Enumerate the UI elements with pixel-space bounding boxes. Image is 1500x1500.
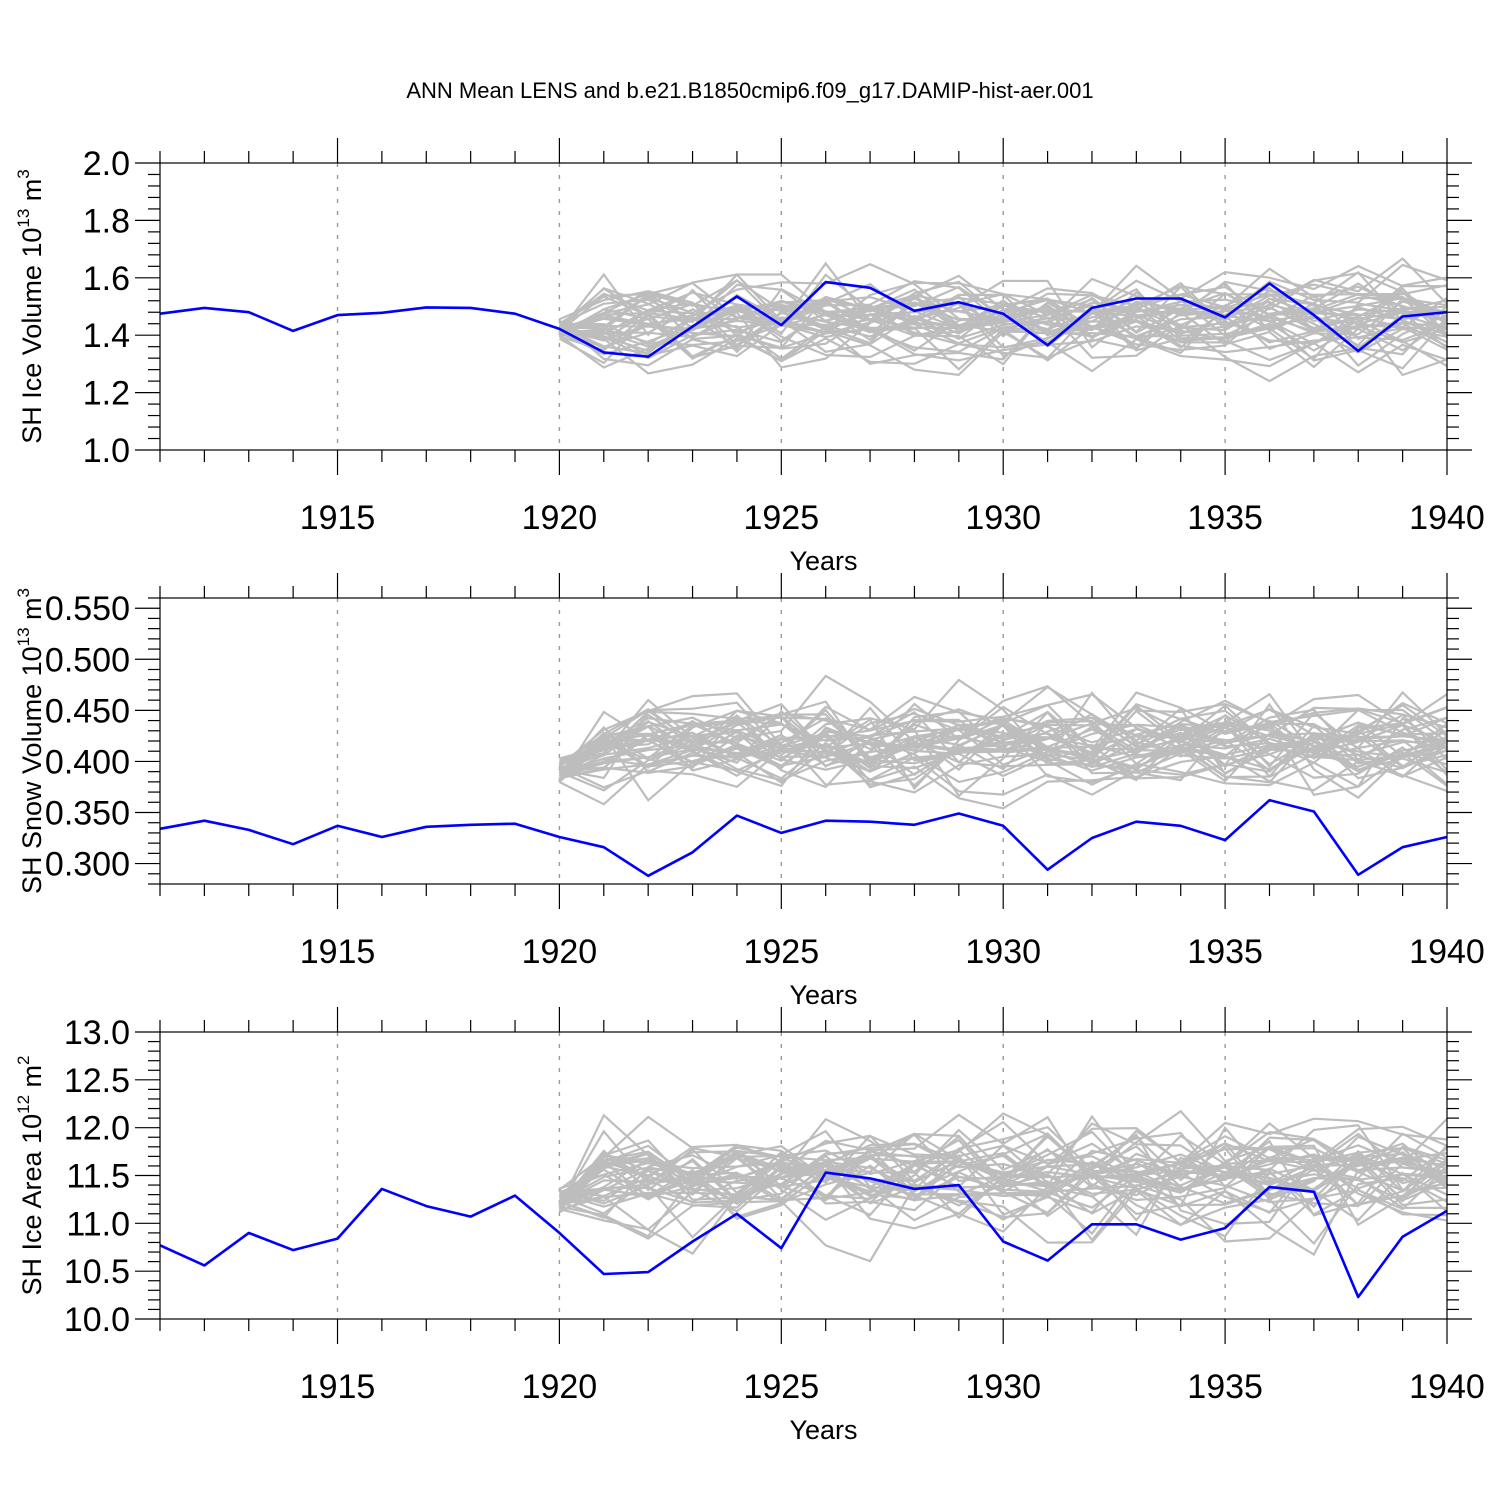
y-axis-label-superscript: 2 — [14, 1056, 33, 1065]
y-tick-label: 11.5 — [66, 1158, 130, 1196]
x-tick-label: 1940 — [1409, 499, 1485, 537]
ensemble-member-line — [559, 1135, 1448, 1211]
panels: 1.0 1.2 1.4 1.6 1.8 2.0 1915 1920 1925 1930 1935 19… — [14, 138, 1485, 1445]
x-axis-label: Years — [789, 1415, 857, 1445]
y-axis-label-superscript: 12 — [14, 1095, 33, 1114]
ensemble-member-line — [558, 282, 1448, 365]
y-tick-label: 1.2 — [83, 375, 130, 413]
ensemble-member-line — [559, 1164, 1448, 1257]
y-tick-label: 0.350 — [45, 795, 130, 833]
y-axis-label-superscript: 13 — [14, 209, 33, 228]
y-axis-label-part: SH Ice Volume 10 — [17, 228, 47, 444]
y-tick-label: 1.4 — [83, 317, 130, 355]
panel-bottom: 10.0 10.5 11.0 11.5 12.0 12.5 13.0 1915 1920 1925… — [14, 1007, 1485, 1445]
series-line-bottom — [159, 1171, 1448, 1299]
x-tick-label: 1940 — [1409, 1368, 1485, 1406]
ensemble-member-line — [558, 310, 1448, 369]
series-line-top — [159, 280, 1448, 359]
y-tick-label: 1.0 — [83, 432, 130, 470]
x-tick-label: 1915 — [300, 499, 376, 537]
x-tick-label: 1930 — [965, 1368, 1041, 1406]
y-tick-label: 1.6 — [83, 260, 130, 298]
ensemble-member-line — [558, 733, 1448, 810]
ensemble-member-line — [559, 1144, 1448, 1215]
y-tick-label: 1.8 — [83, 202, 130, 240]
ensemble-member-line — [558, 1113, 1448, 1202]
ensemble-member-line — [559, 713, 1448, 780]
ensemble-member-line — [558, 1118, 1448, 1208]
y-axis-label-superscript: 3 — [14, 588, 33, 597]
ensemble-member-line — [559, 293, 1448, 354]
axis-ticks — [135, 138, 1472, 475]
y-tick-label: 11.0 — [66, 1205, 130, 1243]
x-tick-label: 1920 — [522, 1368, 598, 1406]
y-axis-label-part: SH Ice Area 10 — [17, 1114, 47, 1296]
x-tick-label: 1915 — [300, 933, 376, 971]
y-tick-label: 0.500 — [45, 641, 130, 679]
ensemble-member-line — [559, 1130, 1448, 1198]
y-axis-label-part: m — [17, 597, 47, 627]
x-tick-label: 1915 — [300, 1368, 376, 1406]
x-tick-label: 1935 — [1187, 499, 1263, 537]
x-tick-label: 1925 — [743, 1368, 819, 1406]
ensemble-member-line — [558, 1120, 1448, 1214]
x-tick-label: 1925 — [743, 499, 819, 537]
y-axis-label-part: m — [17, 179, 47, 209]
y-tick-label: 12.5 — [64, 1062, 130, 1100]
y-tick-label: 13.0 — [64, 1014, 130, 1052]
y-tick-label: 10.5 — [64, 1253, 130, 1291]
y-axis-label: SH Snow Volume 1013 m3 — [14, 588, 47, 894]
x-tick-label: 1925 — [743, 933, 819, 971]
ensemble-member-line — [558, 724, 1448, 796]
ensemble-member-line — [558, 296, 1448, 371]
ensemble-member-line — [558, 1117, 1448, 1206]
x-axis-label: Years — [789, 980, 857, 1010]
ensemble-member-line — [559, 1176, 1448, 1263]
y-axis-label-superscript: 3 — [14, 169, 33, 178]
series-line-middle — [159, 798, 1448, 878]
y-tick-label: 0.400 — [45, 743, 130, 781]
y-tick-label: 12.0 — [64, 1110, 130, 1148]
x-tick-label: 1920 — [522, 933, 598, 971]
x-tick-label: 1935 — [1187, 1368, 1263, 1406]
x-tick-label: 1935 — [1187, 933, 1263, 971]
axis-ticks — [135, 1007, 1472, 1344]
ensemble-member-line — [559, 294, 1448, 369]
y-tick-label: 0.450 — [45, 692, 130, 730]
ensemble-member-line — [558, 709, 1448, 778]
ensemble-member-line — [558, 702, 1448, 792]
y-axis-label-superscript: 13 — [14, 627, 33, 646]
x-tick-label: 1920 — [522, 499, 598, 537]
ensemble-member-line — [558, 1143, 1448, 1222]
y-tick-label: 0.550 — [45, 590, 130, 628]
y-tick-label: 2.0 — [83, 145, 130, 183]
ensemble-lines — [558, 674, 1448, 810]
ensemble-member-line — [558, 678, 1448, 781]
panel-top: 1.0 1.2 1.4 1.6 1.8 2.0 1915 1920 1925 1930 1935 19… — [14, 138, 1485, 576]
plot-frame — [159, 162, 1448, 451]
y-axis-label: SH Ice Area 1012 m2 — [14, 1056, 47, 1296]
x-tick-label: 1930 — [965, 499, 1041, 537]
ensemble-member-line — [558, 1109, 1448, 1199]
ensemble-lines — [558, 257, 1448, 383]
y-axis-label-part: SH Snow Volume 10 — [17, 646, 47, 894]
figure-title: ANN Mean LENS and b.e21.B1850cmip6.f09_g… — [406, 78, 1093, 103]
y-tick-label: 0.300 — [45, 846, 130, 884]
x-axis-label: Years — [789, 546, 857, 576]
ensemble-lines — [558, 1109, 1448, 1263]
ensemble-member-line — [558, 685, 1448, 774]
ensemble-member-line — [559, 702, 1448, 780]
y-axis-label: SH Ice Volume 1013 m3 — [14, 169, 47, 444]
axis-ticks — [135, 573, 1472, 909]
x-tick-label: 1940 — [1409, 933, 1485, 971]
ensemble-member-line — [559, 1144, 1448, 1206]
ensemble-member-line — [558, 303, 1448, 383]
ensemble-member-line — [558, 709, 1448, 789]
panel-middle: 0.300 0.350 0.400 0.450 0.500 0.550 1915 1920 19… — [14, 573, 1485, 1010]
x-tick-label: 1930 — [965, 933, 1041, 971]
y-tick-label: 10.0 — [64, 1301, 130, 1339]
y-axis-label-part: m — [17, 1065, 47, 1095]
